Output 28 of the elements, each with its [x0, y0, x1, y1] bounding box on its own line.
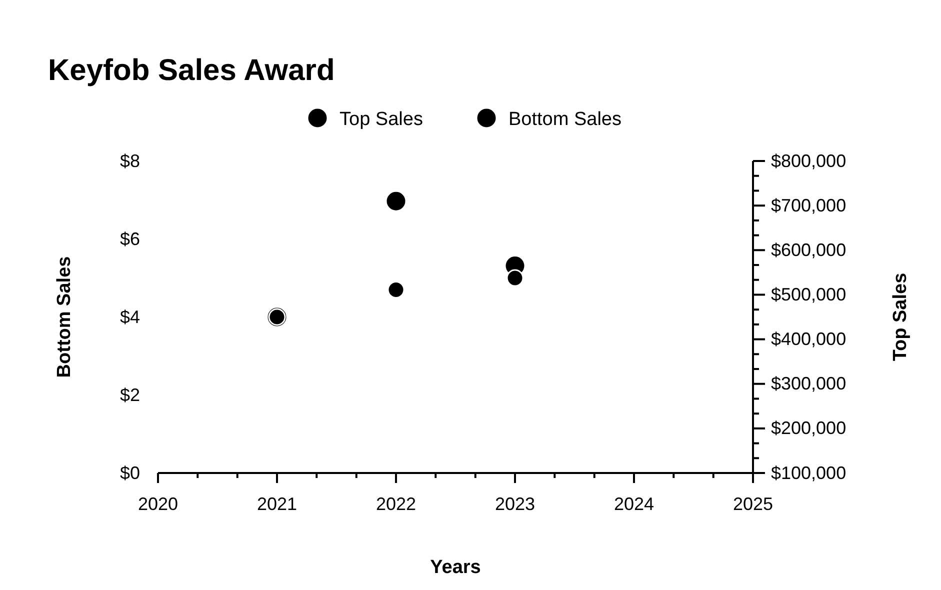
point [385, 190, 407, 212]
x-tick-label: 2021 [256, 494, 298, 514]
y-axis-title: Bottom Sales [54, 256, 75, 378]
y-tick-label: $2 [120, 384, 140, 405]
y2-tick-label: $400,000 [771, 329, 846, 350]
x-tick-label: 2023 [494, 494, 536, 514]
y2-tick-label: $500,000 [771, 284, 846, 304]
x-tick-label: 2024 [614, 494, 654, 514]
legend-label: Bottom Sales [508, 109, 622, 130]
y-tick-label: $8 [120, 150, 140, 171]
y2-tick-label: $300,000 [771, 374, 846, 394]
x-tick-label: 2020 [138, 494, 178, 514]
x-tick-label: 2025 [732, 494, 774, 514]
y-tick-label: $6 [120, 228, 140, 249]
y-tick-label: $4 [120, 306, 140, 327]
y2-tick-label: $600,000 [771, 240, 846, 260]
legend-label: Top Sales [340, 109, 423, 130]
y-tick-label: $0 [120, 462, 140, 483]
point [506, 269, 524, 287]
chart-title: Keyfob Sales Award [48, 54, 335, 87]
y2-tick-label: $800,000 [771, 150, 846, 171]
y2-tick-label: $700,000 [771, 195, 846, 216]
point [387, 280, 405, 298]
y2-tick-label: $100,000 [771, 462, 846, 483]
y2-tick-label: $200,000 [771, 418, 846, 438]
x-tick-label: 2022 [376, 494, 416, 514]
y2-axis-title: Top Sales [890, 272, 911, 362]
x-axis-title: Years [430, 557, 481, 578]
